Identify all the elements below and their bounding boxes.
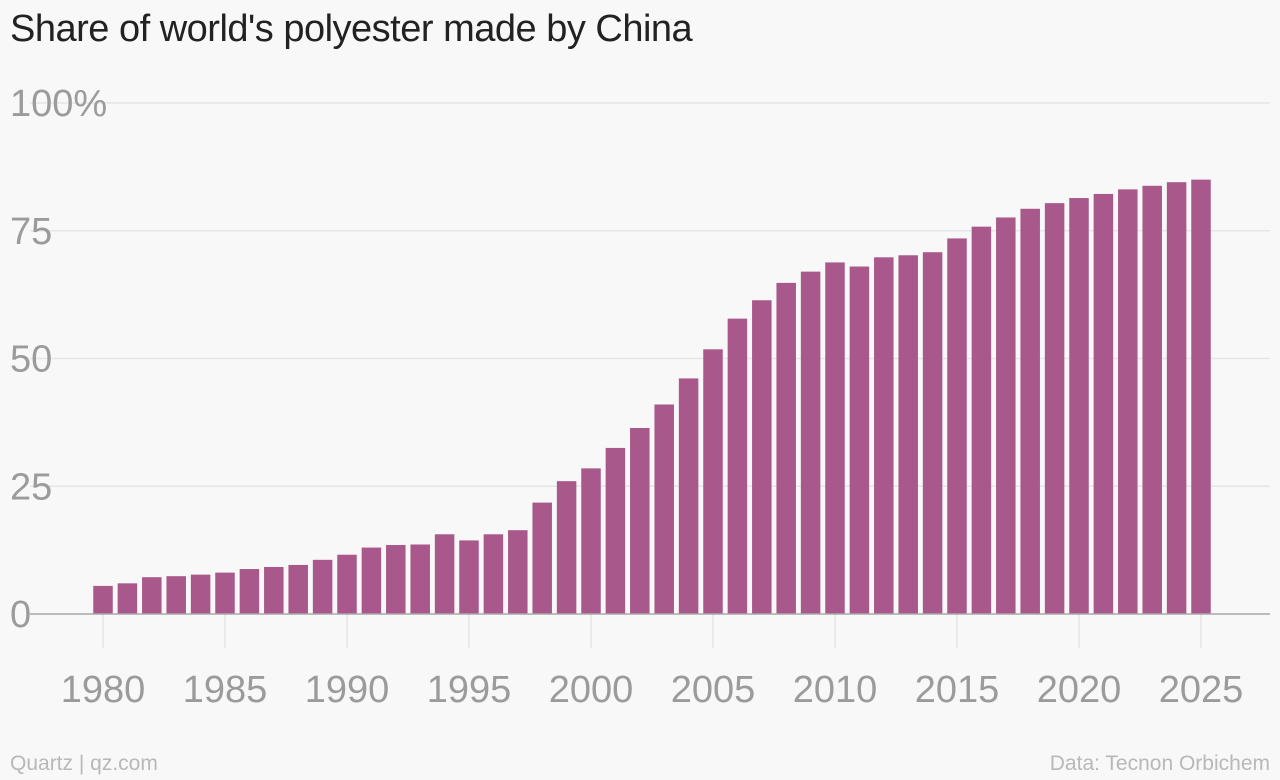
x-tick-label: 2000 [549, 669, 634, 711]
x-tick-label: 2010 [793, 669, 878, 711]
x-tick-label: 1985 [183, 669, 268, 711]
bar [971, 226, 992, 615]
bar [678, 378, 699, 614]
bar [190, 574, 211, 614]
bar [459, 540, 479, 614]
bar [630, 427, 650, 614]
chart-title: Share of world's polyester made by China [10, 8, 693, 50]
y-tick-label: 25 [10, 466, 52, 508]
bar [312, 559, 333, 614]
source-credit: Quartz | qz.com [10, 752, 158, 775]
bar [386, 545, 406, 614]
bar [556, 481, 577, 614]
bar [1166, 182, 1187, 614]
bar [776, 282, 796, 614]
bar [434, 534, 455, 614]
y-tick-label: 50 [10, 339, 52, 381]
bar [1191, 179, 1211, 614]
bar [288, 564, 308, 614]
bar [361, 547, 382, 614]
bar [239, 569, 260, 614]
x-tick-label: 2025 [1159, 669, 1244, 711]
bar [825, 262, 845, 614]
bars [93, 179, 1211, 615]
bar [1069, 198, 1089, 614]
bar [581, 468, 601, 614]
bar [703, 349, 723, 614]
bar [93, 585, 113, 614]
bar [337, 554, 357, 614]
x-tick-label: 1990 [305, 669, 390, 711]
bar [508, 530, 528, 614]
bar [752, 300, 772, 614]
bar [654, 404, 674, 614]
bar [947, 238, 967, 615]
x-tick-label: 1980 [61, 669, 146, 711]
x-tick-label: 1995 [427, 669, 512, 711]
bar [166, 576, 186, 614]
bar [483, 534, 504, 614]
bar [532, 502, 552, 614]
bar [849, 266, 870, 614]
bar [996, 217, 1016, 615]
bar [117, 583, 138, 614]
bar [264, 566, 284, 614]
bar [605, 447, 626, 614]
bar [142, 577, 162, 614]
bar [1142, 185, 1162, 615]
bar [800, 271, 821, 614]
x-tick-label: 2015 [915, 669, 1000, 711]
bar [1044, 203, 1065, 614]
x-tick-label: 2020 [1037, 669, 1122, 711]
axes: 0 25 50 75 100% 1980 1985 1990 1995 2000 2005 2010 2… [10, 83, 1270, 711]
y-tick-label: 0 [10, 594, 31, 636]
gridlines [30, 102, 1270, 648]
bar [922, 252, 943, 614]
data-source: Data: Tecnon Orbichem [1049, 752, 1270, 775]
bar [410, 544, 430, 614]
bar [874, 257, 894, 614]
x-tick-label: 2005 [671, 669, 756, 711]
bar [1020, 208, 1040, 615]
y-tick-label: 100% [10, 83, 107, 125]
bar [1093, 193, 1114, 614]
bar [727, 318, 748, 614]
bar [1118, 189, 1138, 614]
bar [898, 255, 918, 614]
y-tick-label: 75 [10, 211, 52, 253]
bar [215, 572, 235, 614]
